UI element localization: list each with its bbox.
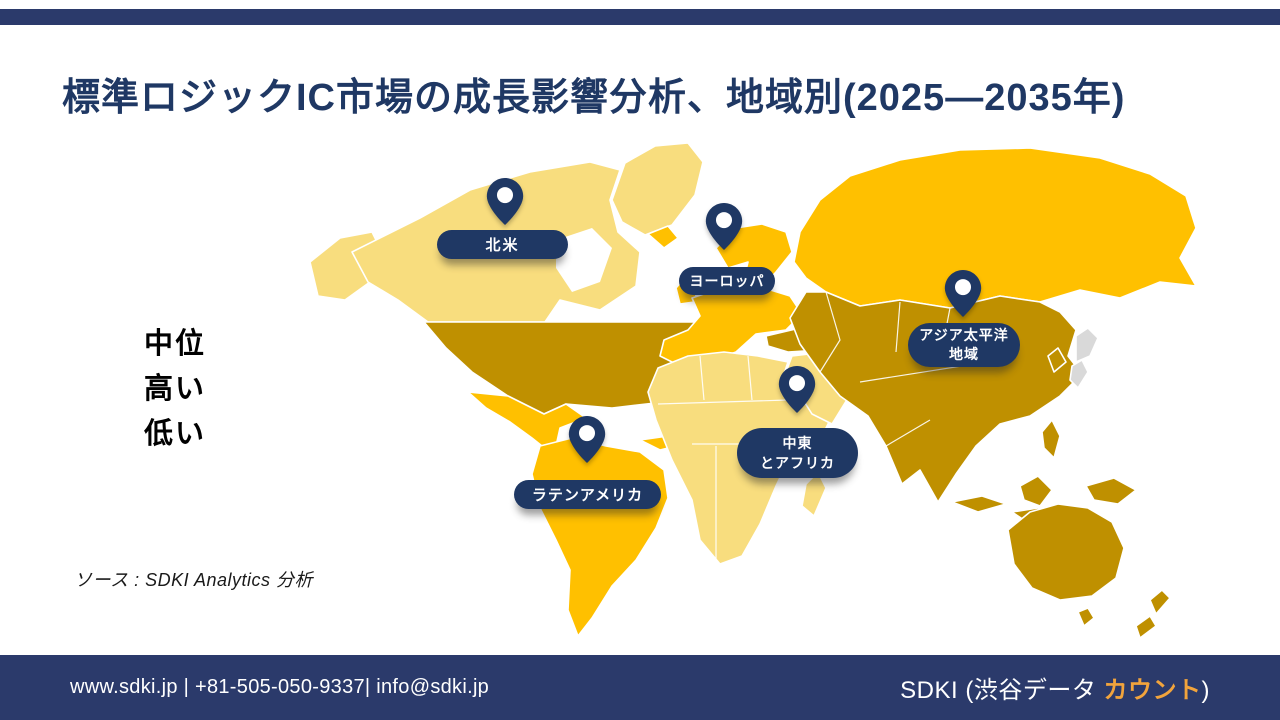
region-borneo[interactable] [1019,475,1053,507]
map-pin-latin-america[interactable] [568,416,606,463]
location-pin-icon [568,416,606,463]
map-label-asia-pacific[interactable]: アジア太平洋 地域 [908,323,1020,367]
source-note: ソース : SDKI Analytics 分析 [74,570,313,590]
map-label-text2: とアフリカ [760,455,835,471]
map-label-text2: 地域 [949,346,979,362]
legend-label-medium: 中位 [144,327,207,360]
map-label-north-america[interactable]: 北米 [437,230,568,259]
legend-label-high: 高い [144,372,207,405]
region-japan[interactable] [1075,327,1099,363]
region-greenland[interactable] [611,142,704,236]
legend-swatch-high [67,371,129,400]
brand-accent: カウント [1103,677,1202,704]
location-pin-icon [486,178,524,225]
region-madagascar[interactable] [801,471,827,517]
map-label-text: ラテンアメリカ [531,487,644,504]
map-pin-north-america[interactable] [486,178,524,225]
region-philippines[interactable] [1041,419,1061,459]
map-pin-europe[interactable] [705,203,743,250]
brand-suffix: ) [1201,677,1210,704]
map-label-text: 北米 [485,237,520,254]
legend: 中位 高い 低い [67,318,206,453]
region-tasmania[interactable] [1077,607,1095,627]
map-label-text: アジア太平洋 [919,327,1009,343]
map-label-middle-east-africa[interactable]: 中東 とアフリカ [737,428,858,478]
map-label-text: 中東 [782,435,813,451]
region-new-guinea[interactable] [1085,477,1137,505]
location-pin-icon [778,366,816,413]
legend-label-low: 低い [144,417,207,450]
region-japan-south[interactable] [1069,359,1089,389]
legend-swatch-low [67,416,129,445]
brand-prefix: SDKI (渋谷データ [900,677,1104,704]
region-australia[interactable] [1007,503,1125,601]
region-russia[interactable] [793,147,1197,309]
legend-swatch-medium [67,326,129,355]
footer-bar: www.sdki.jp | +81-505-050-9337| info@sdk… [0,655,1280,720]
map-pin-asia-pacific[interactable] [944,270,982,317]
map-pin-middle-east-africa[interactable] [778,366,816,413]
location-pin-icon [705,203,743,250]
region-iceland[interactable] [647,225,679,249]
region-korea[interactable] [1047,347,1067,373]
footer-contact[interactable]: www.sdki.jp | +81-505-050-9337| info@sdk… [70,676,490,698]
legend-item-low: 低い [67,408,206,453]
region-south-america[interactable] [531,437,669,637]
page-title: 標準ロジックIC市場の成長影響分析、地域別(2025—2035年) [62,77,1126,120]
region-new-zealand-south[interactable] [1135,615,1157,639]
region-new-zealand-north[interactable] [1149,589,1171,615]
top-accent-bar [0,9,1280,25]
legend-item-high: 高い [67,363,206,408]
legend-item-medium: 中位 [67,318,206,363]
map-label-europe[interactable]: ヨーロッパ [679,267,775,295]
location-pin-icon [944,270,982,317]
map-label-latin-america[interactable]: ラテンアメリカ [514,480,661,509]
region-indonesia[interactable] [951,495,1007,513]
footer-brand: SDKI (渋谷データ カウント) [900,670,1210,705]
map-label-text: ヨーロッパ [689,273,765,289]
